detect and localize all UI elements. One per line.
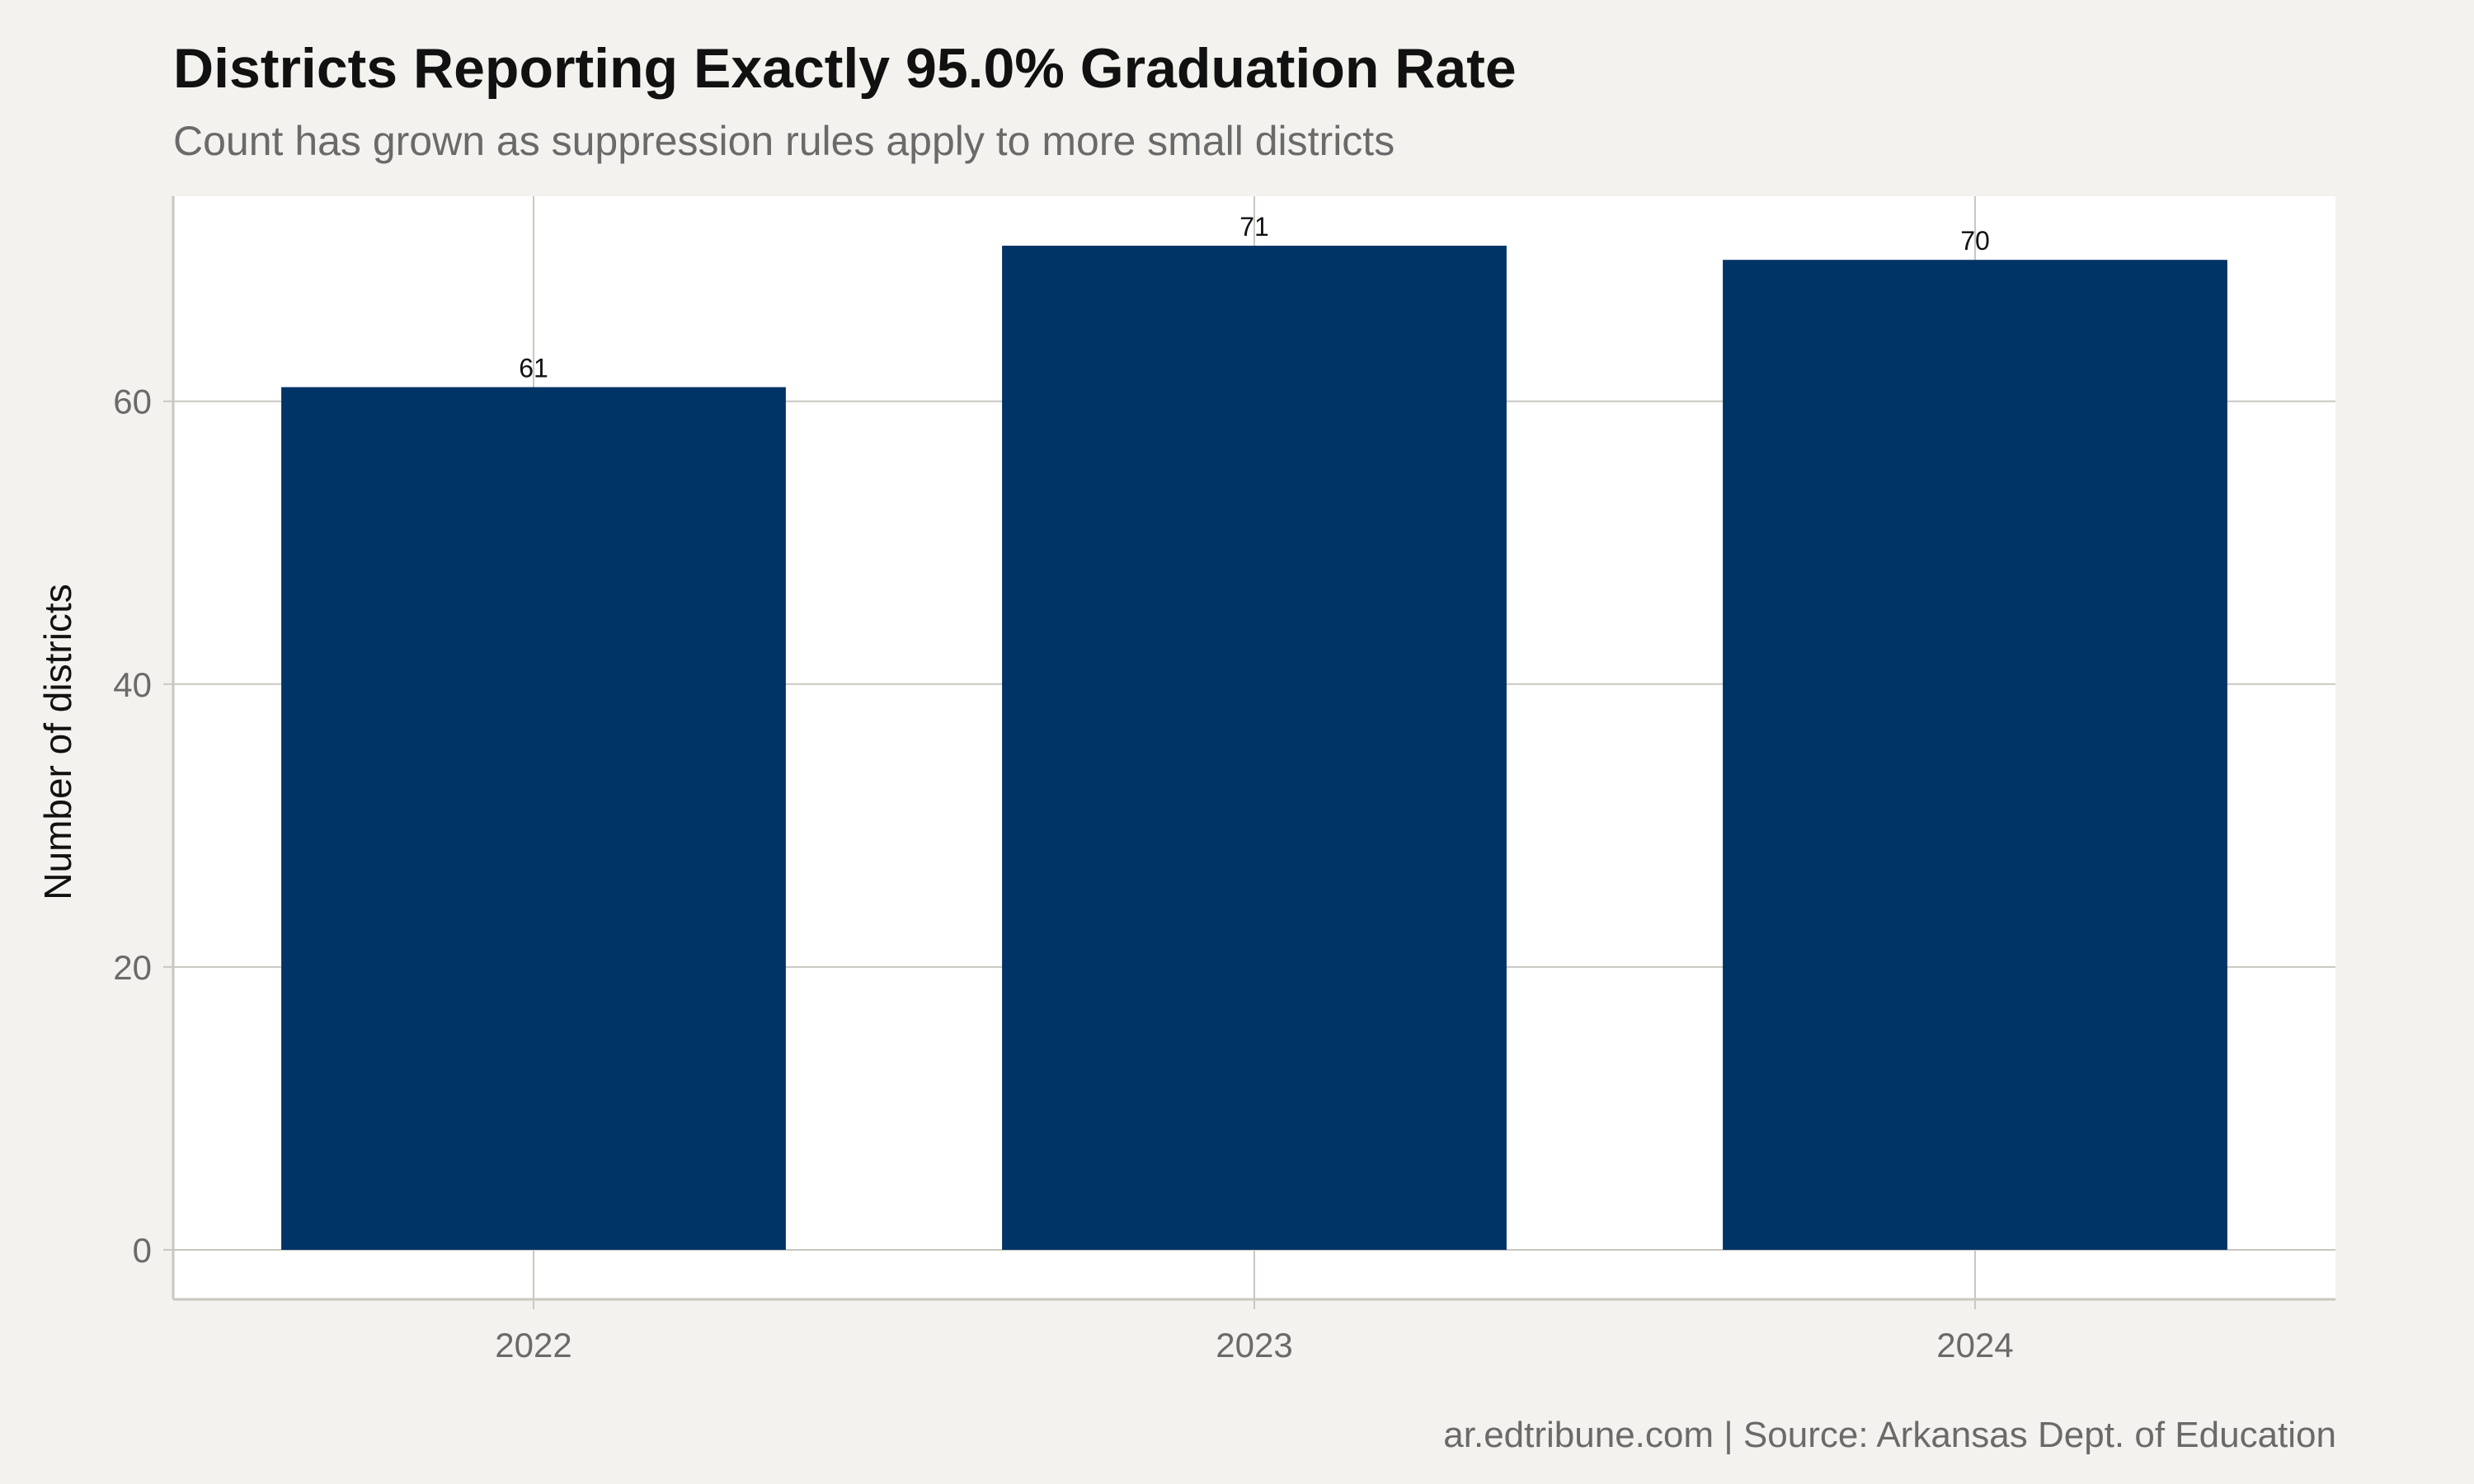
- data-label-2023: 71: [1239, 212, 1269, 242]
- x-tick-label-2023: 2023: [1216, 1326, 1292, 1364]
- bar-2023: [1002, 246, 1507, 1250]
- data-label-2024: 70: [1960, 226, 1990, 256]
- y-tick-label: 40: [113, 665, 152, 704]
- bar-layer: [281, 246, 2227, 1250]
- y-tick-label: 0: [133, 1231, 152, 1270]
- x-tick-label-2024: 2024: [1936, 1326, 2013, 1364]
- y-tick-label: 20: [113, 948, 152, 987]
- bar-2022: [281, 387, 786, 1250]
- chart-title: Districts Reporting Exactly 95.0% Gradua…: [173, 37, 1517, 100]
- x-tick-label-2022: 2022: [495, 1326, 571, 1364]
- chart-subtitle: Count has grown as suppression rules app…: [173, 118, 1395, 164]
- data-label-2022: 61: [519, 354, 548, 383]
- axis-layer: 0 20 40 60 2022 2023 2024: [113, 196, 2335, 1364]
- y-axis-title: Number of districts: [36, 584, 79, 899]
- y-tick-label: 60: [113, 383, 152, 421]
- data-label-layer: 61 71 70: [519, 212, 1990, 383]
- source-caption: ar.edtribune.com | Source: Arkansas Dept…: [1443, 1415, 2336, 1455]
- bar-2024: [1723, 260, 2227, 1250]
